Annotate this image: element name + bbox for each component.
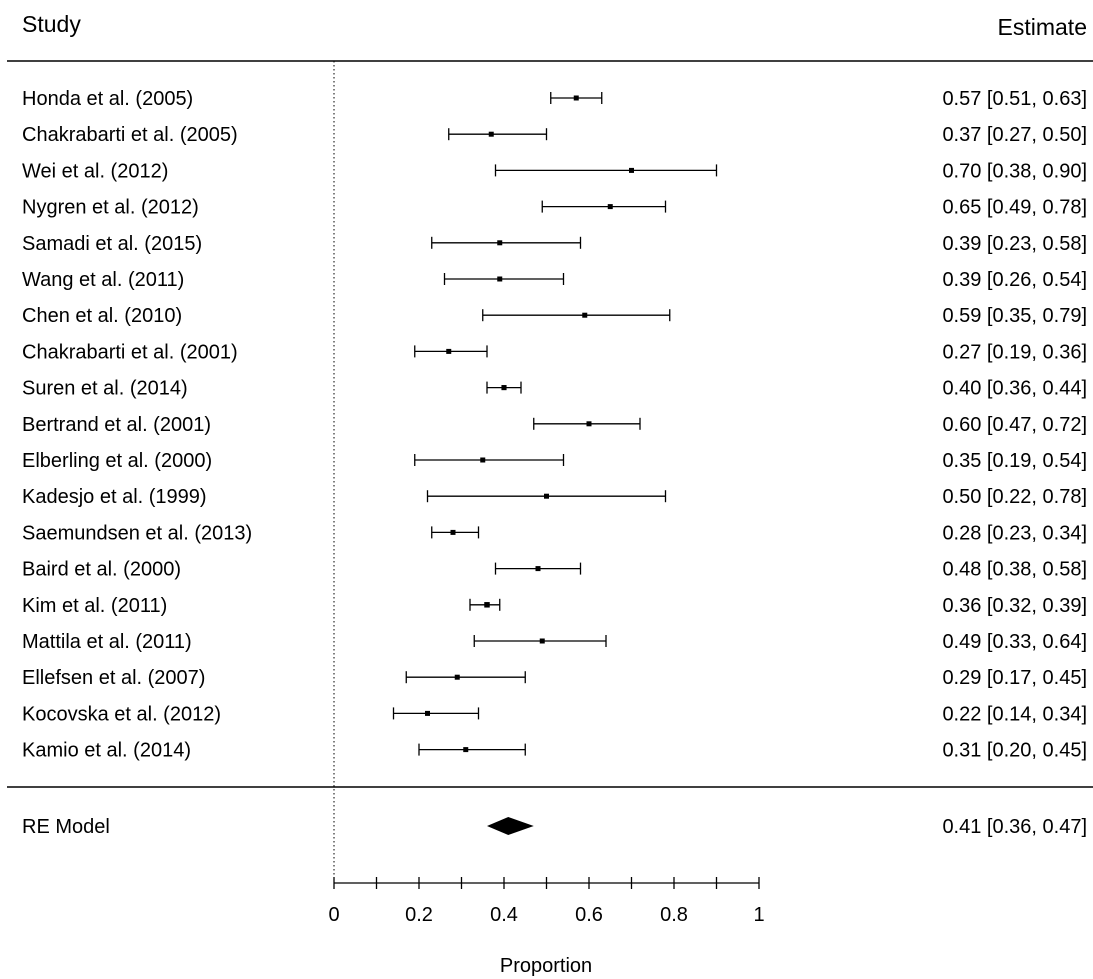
study-row: Wei et al. (2012) 0.70 [0.38, 0.90] <box>22 160 1087 182</box>
summary-row: RE Model 0.41 [0.36, 0.47] <box>22 816 1087 838</box>
point-estimate-marker <box>488 131 494 137</box>
point-estimate-marker <box>454 674 460 680</box>
study-label: Ellefsen et al. (2007) <box>22 667 205 689</box>
study-estimate-text: 0.28 [0.23, 0.34] <box>942 522 1087 544</box>
study-row: Chen et al. (2010) 0.59 [0.35, 0.79] <box>22 305 1087 327</box>
study-column-header: Study <box>22 11 81 37</box>
point-estimate-marker <box>539 638 545 644</box>
study-row: Elberling et al. (2000) 0.35 [0.19, 0.54] <box>22 450 1087 472</box>
study-rows: Honda et al. (2005) 0.57 [0.51, 0.63] Chak… <box>22 88 1087 762</box>
point-estimate-marker <box>573 95 579 101</box>
study-estimate-text: 0.39 [0.23, 0.58] <box>942 233 1087 255</box>
study-label: Kocovska et al. (2012) <box>22 703 221 725</box>
study-estimate-text: 0.59 [0.35, 0.79] <box>942 305 1087 327</box>
study-label: Baird et al. (2000) <box>22 559 181 581</box>
study-label: Kamio et al. (2014) <box>22 740 191 762</box>
point-estimate-marker <box>582 312 588 318</box>
x-axis: 0 0.2 0.4 0.6 0.8 1 <box>328 877 765 926</box>
point-estimate-marker <box>450 529 456 535</box>
point-estimate-marker <box>446 348 452 354</box>
point-estimate-marker <box>480 457 486 463</box>
study-label: Samadi et al. (2015) <box>22 233 202 255</box>
study-label: Elberling et al. (2000) <box>22 450 212 472</box>
study-label: Chen et al. (2010) <box>22 305 182 327</box>
study-estimate-text: 0.31 [0.20, 0.45] <box>942 740 1087 762</box>
point-estimate-marker <box>484 602 490 608</box>
study-row: Mattila et al. (2011) 0.49 [0.33, 0.64] <box>22 631 1087 653</box>
study-estimate-text: 0.49 [0.33, 0.64] <box>942 631 1087 653</box>
point-estimate-marker <box>463 747 469 753</box>
study-row: Kocovska et al. (2012) 0.22 [0.14, 0.34] <box>22 703 1087 725</box>
study-estimate-text: 0.36 [0.32, 0.39] <box>942 595 1087 617</box>
study-label: Wang et al. (2011) <box>22 269 184 291</box>
study-label: Saemundsen et al. (2013) <box>22 522 252 544</box>
study-estimate-text: 0.65 [0.49, 0.78] <box>942 197 1087 219</box>
study-estimate-text: 0.22 [0.14, 0.34] <box>942 703 1087 725</box>
study-label: Nygren et al. (2012) <box>22 197 199 219</box>
x-tick-label: 0.8 <box>660 904 688 926</box>
study-row: Kadesjo et al. (1999) 0.50 [0.22, 0.78] <box>22 486 1087 508</box>
study-row: Saemundsen et al. (2013) 0.28 [0.23, 0.34… <box>22 522 1087 544</box>
study-estimate-text: 0.70 [0.38, 0.90] <box>942 160 1087 182</box>
summary-label: RE Model <box>22 816 110 838</box>
study-label: Kim et al. (2011) <box>22 595 167 617</box>
study-estimate-text: 0.48 [0.38, 0.58] <box>942 559 1087 581</box>
point-estimate-marker <box>425 710 430 716</box>
study-label: Chakrabarti et al. (2005) <box>22 124 238 146</box>
study-estimate-text: 0.50 [0.22, 0.78] <box>942 486 1087 508</box>
x-tick-label: 1 <box>753 904 764 926</box>
study-row: Nygren et al. (2012) 0.65 [0.49, 0.78] <box>22 197 1087 219</box>
estimate-column-header: Estimate <box>998 14 1087 40</box>
study-label: Honda et al. (2005) <box>22 88 193 110</box>
point-estimate-marker <box>501 385 507 391</box>
study-estimate-text: 0.35 [0.19, 0.54] <box>942 450 1087 472</box>
x-tick-label: 0.4 <box>490 904 518 926</box>
point-estimate-marker <box>629 167 634 173</box>
study-estimate-text: 0.29 [0.17, 0.45] <box>942 667 1087 689</box>
study-estimate-text: 0.39 [0.26, 0.54] <box>942 269 1087 291</box>
study-estimate-text: 0.27 [0.19, 0.36] <box>942 341 1087 363</box>
point-estimate-marker <box>497 240 503 246</box>
study-label: Bertrand et al. (2001) <box>22 414 211 436</box>
study-estimate-text: 0.37 [0.27, 0.50] <box>942 124 1087 146</box>
study-row: Chakrabarti et al. (2001) 0.27 [0.19, 0.3… <box>22 341 1087 363</box>
point-estimate-marker <box>544 493 549 499</box>
study-row: Ellefsen et al. (2007) 0.29 [0.17, 0.45] <box>22 667 1087 689</box>
point-estimate-marker <box>497 276 503 282</box>
study-row: Samadi et al. (2015) 0.39 [0.23, 0.58] <box>22 233 1087 255</box>
study-row: Honda et al. (2005) 0.57 [0.51, 0.63] <box>22 88 1087 110</box>
study-label: Mattila et al. (2011) <box>22 631 192 653</box>
point-estimate-marker <box>535 566 541 572</box>
point-estimate-marker <box>607 204 613 210</box>
study-label: Suren et al. (2014) <box>22 378 188 400</box>
study-row: Suren et al. (2014) 0.40 [0.36, 0.44] <box>22 378 1087 400</box>
study-row: Kamio et al. (2014) 0.31 [0.20, 0.45] <box>22 740 1087 762</box>
study-row: Kim et al. (2011) 0.36 [0.32, 0.39] <box>22 595 1087 617</box>
study-estimate-text: 0.60 [0.47, 0.72] <box>942 414 1087 436</box>
point-estimate-marker <box>586 421 592 427</box>
study-label: Wei et al. (2012) <box>22 160 168 182</box>
study-row: Bertrand et al. (2001) 0.60 [0.47, 0.72] <box>22 414 1087 436</box>
x-tick-label: 0.6 <box>575 904 603 926</box>
study-estimate-text: 0.57 [0.51, 0.63] <box>942 88 1087 110</box>
study-row: Baird et al. (2000) 0.48 [0.38, 0.58] <box>22 559 1087 581</box>
x-axis-label: Proportion <box>500 955 592 977</box>
study-row: Wang et al. (2011) 0.39 [0.26, 0.54] <box>22 269 1087 291</box>
study-row: Chakrabarti et al. (2005) 0.37 [0.27, 0.5… <box>22 124 1087 146</box>
x-tick-label: 0.2 <box>405 904 433 926</box>
study-label: Kadesjo et al. (1999) <box>22 486 207 508</box>
summary-estimate-text: 0.41 [0.36, 0.47] <box>942 816 1087 838</box>
x-tick-label: 0 <box>328 904 339 926</box>
study-estimate-text: 0.40 [0.36, 0.44] <box>942 378 1087 400</box>
study-label: Chakrabarti et al. (2001) <box>22 341 238 363</box>
summary-diamond <box>487 817 534 835</box>
